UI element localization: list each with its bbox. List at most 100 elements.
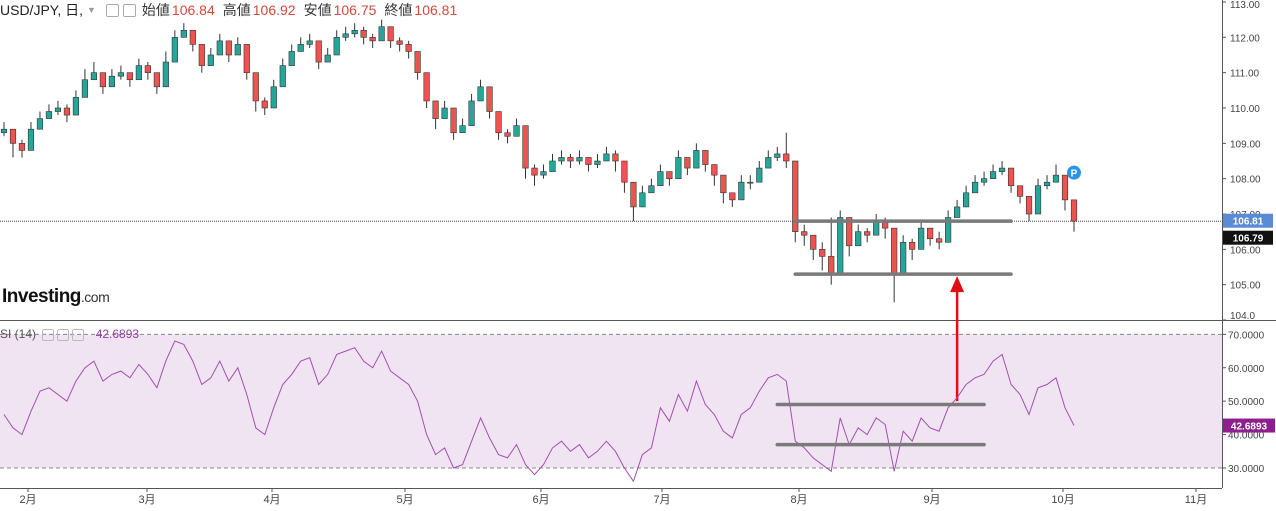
candle-body (18, 143, 26, 151)
candle-body (63, 107, 71, 116)
candle-body (396, 40, 403, 45)
candle-body (1052, 174, 1060, 183)
candle-body (666, 171, 673, 179)
candle-body (540, 171, 547, 176)
rsi-header: SI (14) 42.6893 (0, 327, 139, 341)
candle-body (945, 217, 952, 243)
rsi-tick-label: 60.0000 (1228, 364, 1265, 375)
candle-body (198, 44, 205, 66)
high-value: 106.92 (252, 2, 296, 18)
candle-body (567, 157, 574, 162)
chevron-down-icon[interactable]: ▼ (87, 5, 96, 15)
candle-body (360, 29, 367, 38)
candle-body (1016, 185, 1024, 197)
eye-icon[interactable] (42, 328, 55, 341)
candle-body (306, 40, 313, 45)
candle-body (1070, 199, 1078, 222)
candle-body (1007, 167, 1015, 187)
candle-body (738, 181, 745, 201)
candle-body (1034, 185, 1042, 215)
candle-body (972, 181, 979, 194)
rsi-label: SI (14) (0, 327, 37, 341)
candle-body (594, 160, 601, 165)
price-tick-label: 110.00 (1230, 104, 1260, 115)
candle-body (828, 256, 835, 275)
gear-icon[interactable] (122, 3, 136, 17)
candle-body (954, 206, 961, 218)
candle-body (414, 51, 421, 73)
price-tick-label: 109.00 (1230, 139, 1261, 150)
candle-body (36, 118, 44, 130)
candle-body (387, 26, 394, 42)
candle-body (189, 29, 196, 45)
candle-body (0, 128, 8, 134)
candle-body (513, 125, 520, 137)
candle-body (288, 51, 295, 66)
open-label: 始値 (141, 2, 170, 18)
candle-body (171, 37, 178, 63)
time-tick-label: 4月 (263, 494, 280, 506)
candle-body (980, 178, 988, 183)
candle-body (846, 217, 853, 247)
p-marker (1067, 165, 1081, 180)
candle-body (918, 227, 925, 250)
candle-body (720, 174, 727, 194)
candle-body (657, 171, 664, 187)
candle-body (459, 125, 466, 134)
rsi-tick-label: 50.0000 (1228, 397, 1265, 408)
time-tick-label: 2月 (19, 494, 36, 506)
candle-body (819, 249, 826, 257)
candle-body (711, 164, 718, 176)
candle-body (468, 100, 475, 126)
candle-body (612, 153, 619, 162)
current-price-tag (1223, 213, 1273, 228)
candle-body (675, 157, 682, 179)
candle-body (1061, 174, 1069, 201)
candle-body (153, 72, 160, 88)
candle-body (144, 65, 151, 73)
low-label: 安値 (303, 2, 332, 18)
candle-body (1043, 181, 1051, 187)
candle-body (810, 234, 817, 250)
price-tick-label: 105.00 (1230, 281, 1261, 292)
rsi-value: 42.6893 (95, 327, 140, 341)
logo-suffix: .com (80, 289, 110, 305)
symbol-label: USD/JPY, 日, (0, 2, 83, 18)
candle-body (522, 125, 529, 169)
candle-body (90, 72, 98, 81)
time-tick-label: 9月 (923, 494, 940, 506)
close-icon[interactable] (72, 328, 85, 341)
candle-body (621, 160, 628, 183)
candle-body (252, 72, 259, 102)
candle-body (558, 157, 565, 162)
rsi-value-tag (1223, 418, 1275, 433)
rsi-tick-label: 70.0000 (1228, 330, 1265, 341)
candle-body (1025, 196, 1033, 215)
candle-body (909, 241, 916, 250)
candle-body (126, 72, 133, 81)
close-value: 106.81 (414, 2, 458, 18)
candle-body (216, 40, 223, 56)
candle-body (225, 40, 232, 56)
candle-body (729, 192, 736, 201)
rsi-band (0, 334, 1222, 468)
candle-body (450, 107, 457, 134)
time-tick-label: 8月 (790, 494, 807, 506)
candle-body (864, 231, 871, 236)
current-price-tag-label: 106.81 (1233, 217, 1264, 228)
candle-body (477, 86, 484, 102)
candle-body (378, 26, 385, 42)
candle-body (801, 231, 808, 236)
settings-icon[interactable] (57, 328, 70, 341)
candle-body (693, 150, 700, 169)
candle-body (333, 37, 340, 56)
time-tick-label: 7月 (653, 494, 670, 506)
candle-body (279, 65, 286, 88)
candle-body (873, 220, 880, 236)
candle-body (486, 86, 493, 112)
time-tick-label: 3月 (138, 494, 155, 506)
settings-icon[interactable] (105, 3, 119, 17)
candle-body (495, 111, 502, 134)
